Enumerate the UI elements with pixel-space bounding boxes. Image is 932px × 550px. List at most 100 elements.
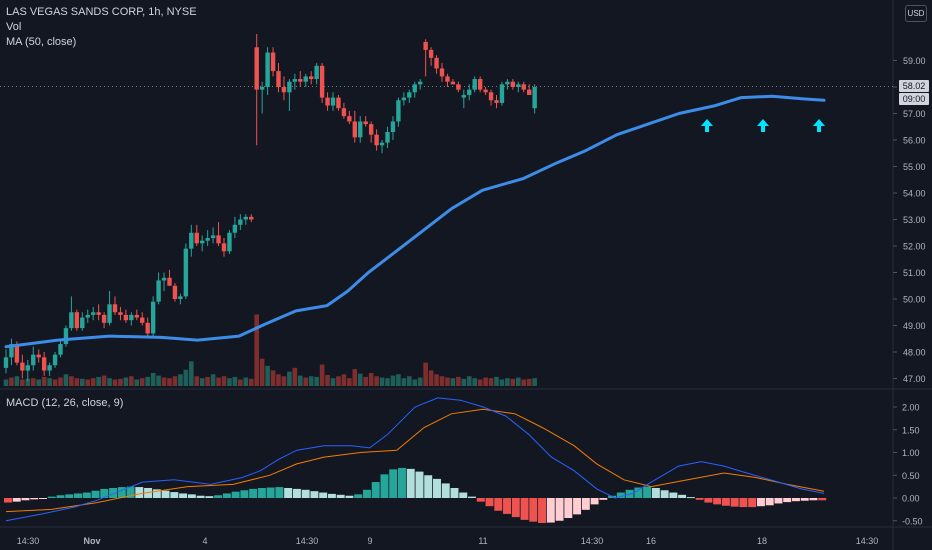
- candle-body: [298, 79, 303, 82]
- volume-bar: [417, 377, 423, 386]
- candle-body: [521, 84, 526, 90]
- macd-histogram-bar: [599, 498, 608, 500]
- price-tick-label: 56.00: [903, 136, 926, 146]
- volume-bar: [483, 377, 488, 386]
- candle-body: [483, 89, 488, 93]
- candle-body: [96, 312, 101, 315]
- up-arrow-shape: [701, 119, 713, 132]
- macd-histogram-bar: [538, 498, 547, 524]
- macd-histogram-bar: [275, 487, 284, 498]
- currency-button[interactable]: USD: [905, 5, 927, 22]
- candle-body: [74, 312, 80, 329]
- macd-histogram-bar: [284, 487, 293, 498]
- time-axis-label: 14:30: [296, 536, 319, 546]
- candle-body: [183, 248, 189, 297]
- macd-histogram-bar: [345, 495, 354, 498]
- candle-body: [330, 97, 336, 106]
- macd-histogram-bar: [721, 498, 730, 506]
- volume-bar: [189, 361, 194, 386]
- volume-bar: [101, 375, 107, 386]
- volume-bar: [287, 371, 292, 386]
- macd-histogram-bar: [774, 498, 783, 504]
- volume-bar: [494, 376, 499, 386]
- macd-histogram-bar: [809, 498, 818, 501]
- candle-body: [527, 89, 532, 95]
- volume-bar: [14, 376, 20, 386]
- macd-tick-label: -0.50: [902, 516, 923, 526]
- price-tick-label: 53.00: [903, 215, 926, 225]
- candle-body: [3, 357, 9, 368]
- candle-body: [14, 344, 20, 363]
- macd-signal-line: [5, 408, 825, 513]
- volume-bar: [499, 379, 505, 386]
- volume-bar: [243, 377, 249, 386]
- volume-bar: [330, 378, 336, 386]
- volume-bar: [374, 376, 379, 386]
- candle-body: [374, 134, 379, 146]
- candle-body: [238, 219, 243, 225]
- volume-bar: [172, 376, 178, 386]
- candle-body: [178, 296, 183, 299]
- volume-bar: [379, 377, 385, 386]
- candle-body: [58, 344, 63, 355]
- candle-body: [101, 314, 107, 323]
- macd-histogram-bar: [713, 498, 722, 505]
- volume-bar: [516, 377, 521, 386]
- candle-body: [314, 65, 319, 80]
- volume-bar: [298, 375, 303, 386]
- macd-histogram-bar: [30, 498, 39, 500]
- macd-histogram-bar: [634, 487, 643, 498]
- macd-histogram-bar: [117, 487, 126, 498]
- volume-bar: [85, 379, 91, 386]
- volume-bar: [439, 376, 445, 386]
- macd-histogram-bar: [74, 493, 82, 498]
- candle-body: [276, 71, 281, 87]
- candle-body: [379, 142, 385, 146]
- volume-bar: [150, 373, 156, 386]
- candle-body: [412, 84, 417, 93]
- price-tick-label: 51.00: [903, 268, 926, 278]
- macd-histogram-bar: [397, 467, 406, 498]
- time-axis-label: Nov: [83, 536, 100, 546]
- macd-histogram-bar: [529, 498, 538, 522]
- volume-bar: [347, 378, 352, 386]
- macd-histogram-bar: [651, 487, 660, 498]
- candle-body: [445, 76, 450, 82]
- candle-body: [396, 100, 401, 122]
- macd-histogram-bar: [503, 498, 512, 514]
- volume-bar: [36, 379, 41, 386]
- candle-body: [227, 232, 232, 252]
- volume-bar: [450, 378, 456, 386]
- macd-tick-label: 0.00: [902, 494, 920, 504]
- macd-histogram-bar: [660, 490, 669, 498]
- volume-bar: [96, 376, 101, 386]
- volume-bar: [428, 370, 434, 386]
- macd-histogram-bar: [441, 483, 450, 498]
- candle-body: [254, 47, 259, 90]
- price-tick-label: 47.00: [903, 374, 926, 384]
- candle-body: [434, 57, 439, 69]
- macd-histogram-bar: [520, 498, 529, 520]
- macd-histogram-bar: [301, 489, 310, 498]
- macd-histogram-bar: [616, 492, 625, 498]
- volume-bar: [232, 376, 238, 386]
- volume-bar: [456, 376, 461, 386]
- candle-body: [505, 81, 510, 85]
- price-tick-label: 48.00: [903, 348, 926, 358]
- time-axis-label: 18: [757, 536, 767, 546]
- macd-histogram-bar: [511, 498, 520, 518]
- macd-histogram-bar: [187, 494, 196, 498]
- macd-line: [5, 397, 825, 522]
- volume-bar: [259, 358, 265, 386]
- candle-body: [200, 240, 205, 244]
- macd-histogram-bar: [389, 469, 398, 498]
- price-tick-label: 57.00: [903, 109, 926, 119]
- macd-histogram-bar: [179, 493, 188, 498]
- volume-bar: [123, 377, 129, 386]
- candle-body: [31, 354, 36, 366]
- macd-histogram-bar: [406, 468, 415, 498]
- macd-histogram-bar: [380, 474, 389, 498]
- volume-bar: [477, 379, 483, 386]
- macd-legend: MACD (12, 26, close, 9): [6, 397, 124, 409]
